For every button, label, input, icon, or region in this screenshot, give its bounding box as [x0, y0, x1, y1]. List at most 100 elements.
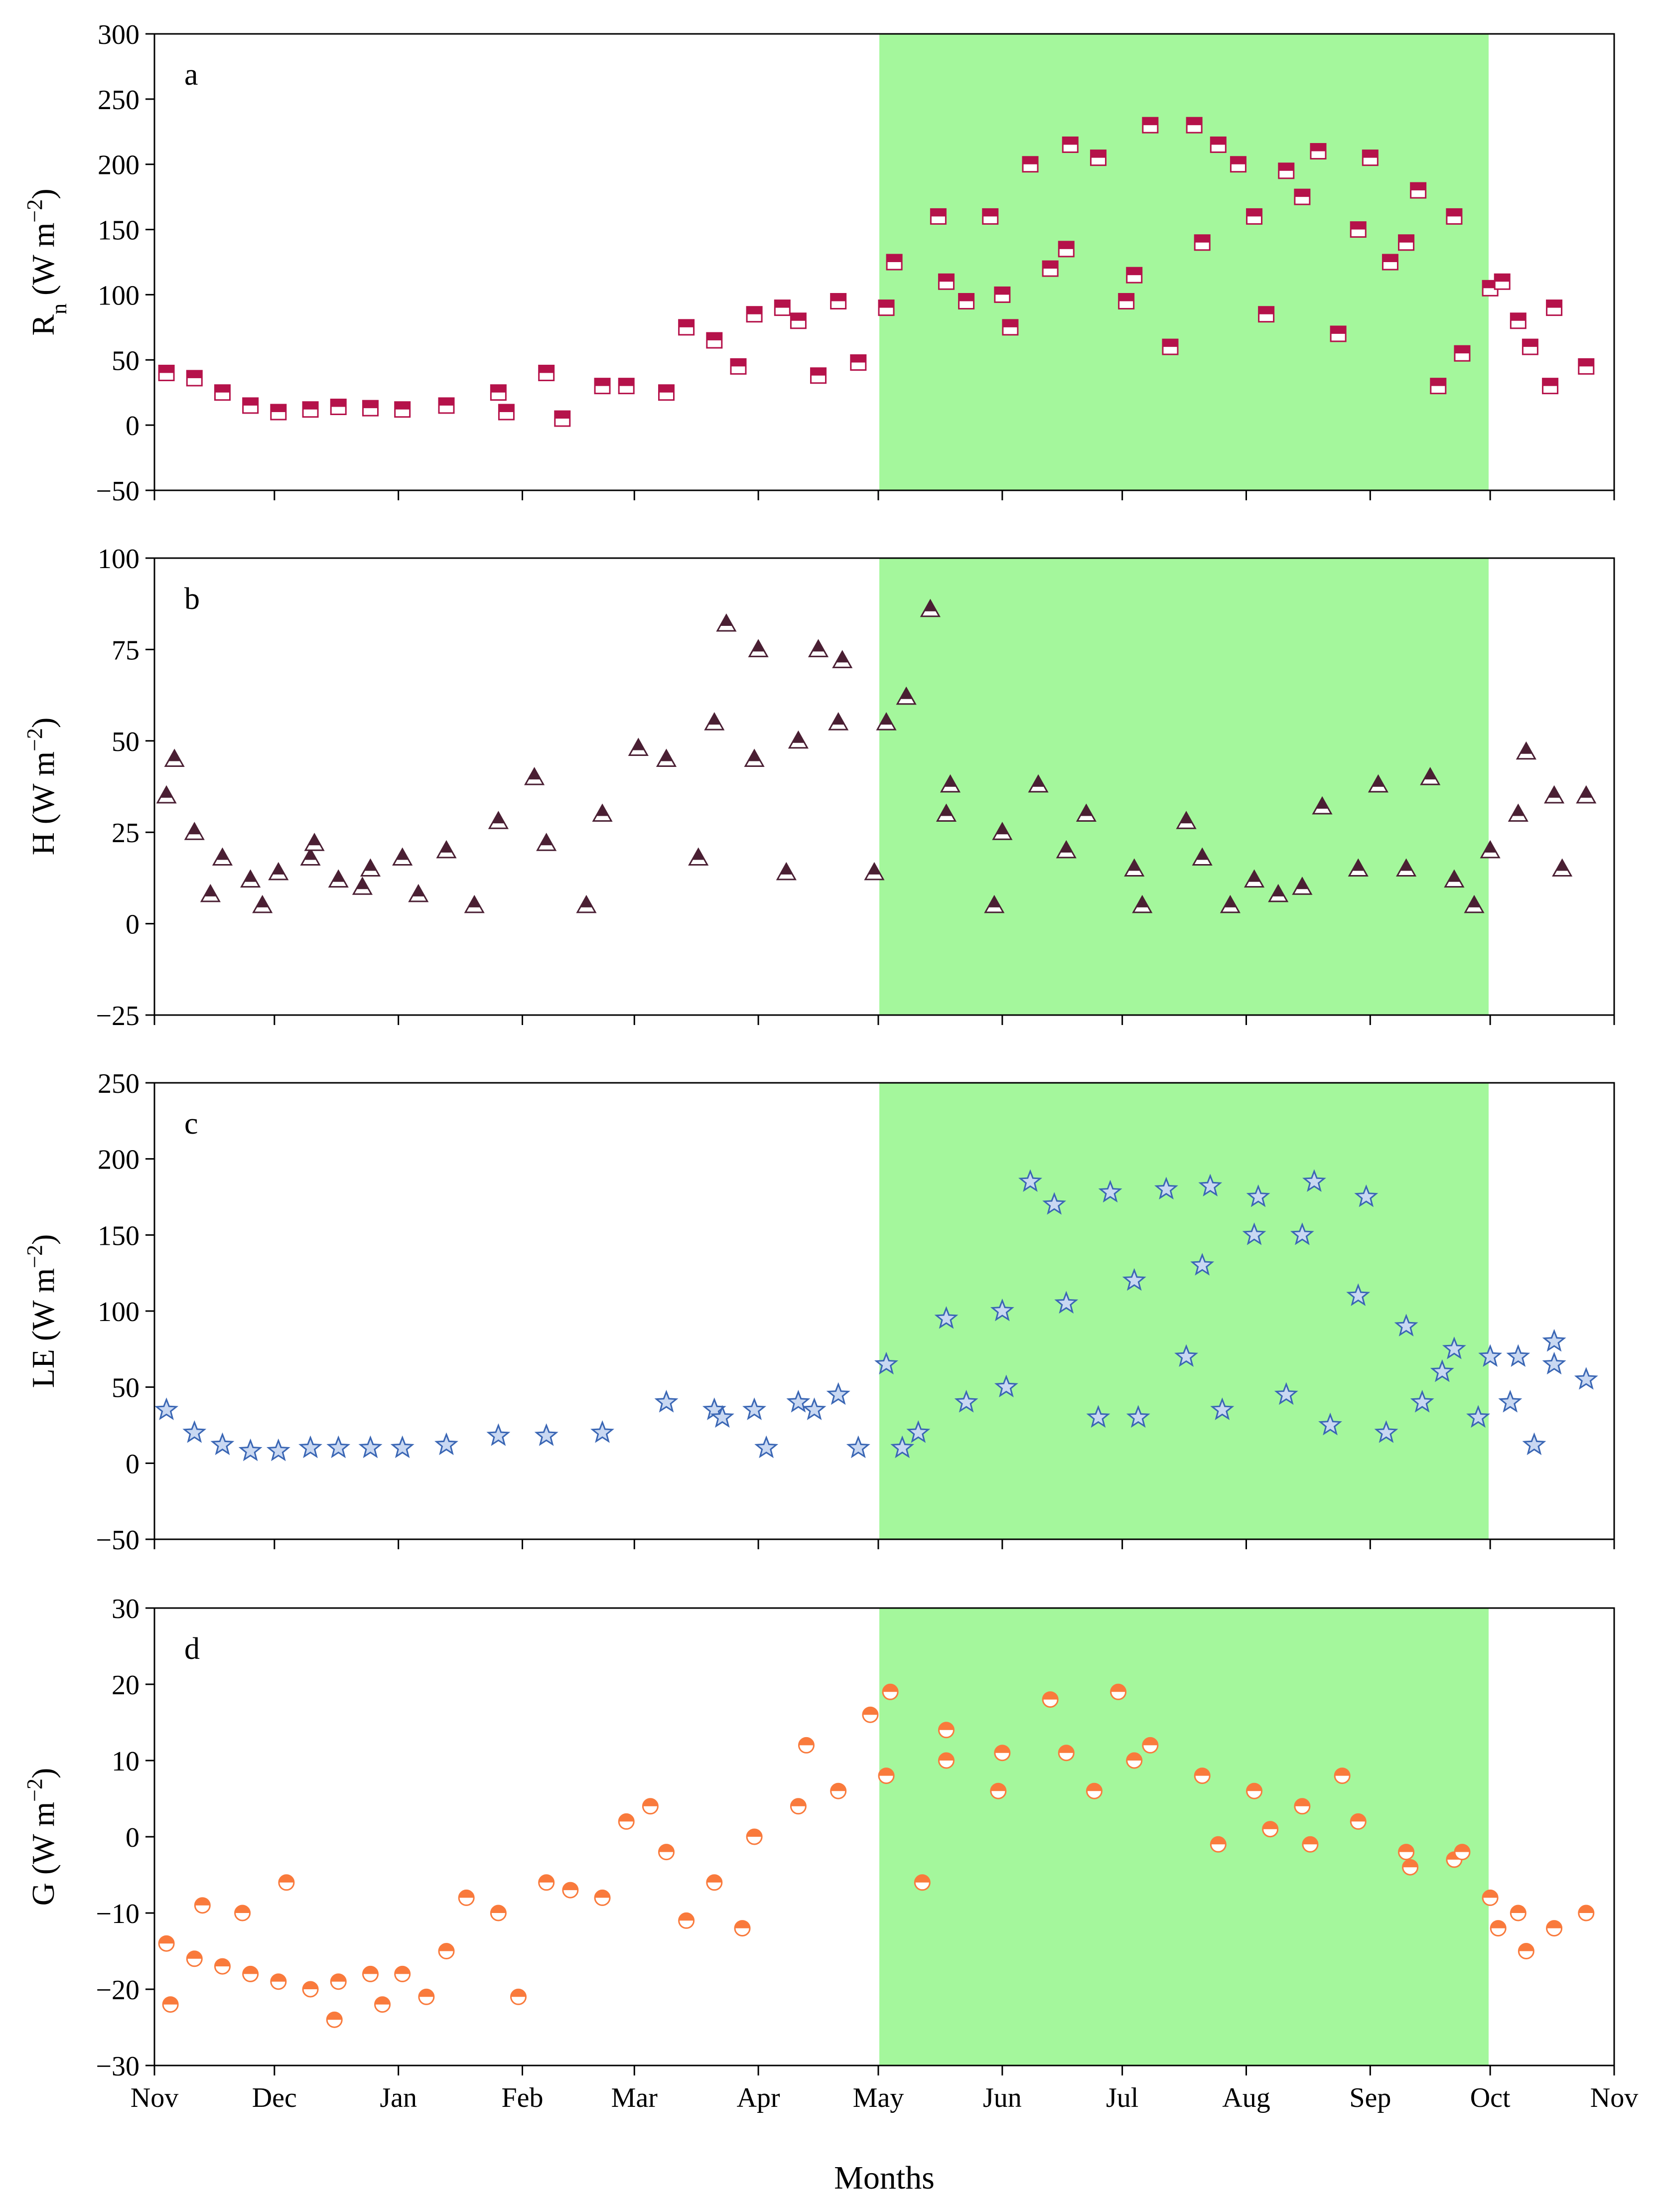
data-point-Rn-scatter	[1542, 378, 1559, 395]
data-point-H-scatter	[920, 598, 941, 617]
data-point-LE	[1478, 1344, 1503, 1367]
data-point-H	[1444, 869, 1465, 888]
data-point-G-scatter	[1262, 1821, 1279, 1838]
data-point-G	[186, 1950, 203, 1967]
data-point-LE-scatter	[1498, 1390, 1523, 1413]
data-point-Rn-scatter	[982, 208, 999, 225]
data-point-LE-scatter	[1318, 1412, 1342, 1436]
data-point-H	[1124, 858, 1145, 877]
data-point-H-scatter	[1464, 894, 1485, 913]
panel-d: −30 −20 −10 0 10 20 30 d G (W m−2)	[22, 1594, 1615, 2082]
data-point-LE	[1346, 1283, 1371, 1306]
y-tick-label: 75	[112, 635, 139, 666]
panel-a-frame	[153, 33, 1615, 491]
data-point-H	[1056, 840, 1077, 859]
data-point-G	[1398, 1844, 1415, 1861]
data-point-LE	[434, 1432, 458, 1456]
data-point-LE-scatter	[1154, 1177, 1178, 1200]
data-point-Rn-scatter	[886, 254, 903, 271]
data-point-H	[1244, 869, 1265, 888]
data-point-H	[268, 862, 289, 881]
data-point-Rn-scatter	[1330, 325, 1347, 342]
data-point-Rn	[746, 306, 763, 323]
data-point-Rn-scatter	[1430, 378, 1447, 395]
y-tick-label: −30	[96, 2051, 139, 2082]
data-point-LE-scatter	[1098, 1180, 1122, 1203]
data-point-LE-scatter	[1210, 1397, 1235, 1420]
data-point-G	[302, 1981, 319, 1998]
data-point-LE	[1574, 1367, 1598, 1390]
data-point-H-scatter	[984, 894, 1005, 913]
data-point-G-scatter	[678, 1912, 695, 1929]
data-point-Rn	[1294, 188, 1311, 205]
data-point-G	[394, 1965, 411, 1982]
data-point-G	[330, 1973, 347, 1990]
data-point-Rn	[538, 364, 555, 381]
data-point-G	[270, 1973, 287, 1990]
data-point-G	[1194, 1768, 1211, 1784]
y-tick-label: 250	[98, 85, 139, 116]
data-point-G-scatter	[990, 1782, 1007, 1799]
data-point-G	[538, 1874, 555, 1891]
data-point-H-scatter	[1176, 811, 1197, 829]
data-point-LE	[1242, 1222, 1266, 1245]
data-point-Rn-scatter	[1022, 156, 1039, 173]
data-point-LE-scatter	[1042, 1192, 1067, 1215]
data-point-H	[1348, 858, 1369, 877]
data-point-Rn	[706, 332, 723, 349]
panel-b-x-ticks	[153, 1015, 1615, 1025]
data-point-LE	[326, 1435, 351, 1459]
data-point-Rn	[1246, 208, 1263, 225]
data-point-LE	[298, 1435, 322, 1459]
data-point-Rn-scatter	[1310, 143, 1327, 160]
data-point-LE-scatter	[1302, 1169, 1326, 1192]
y-tick-label: 0	[126, 411, 139, 442]
data-point-LE	[934, 1306, 959, 1329]
data-point-H-scatter	[164, 748, 185, 767]
data-point-H	[360, 858, 381, 877]
panel-c-x-ticks	[153, 1539, 1615, 1549]
data-point-G	[1578, 1905, 1595, 1921]
data-point-G	[1246, 1782, 1263, 1799]
data-point-H-scatter	[688, 847, 709, 866]
data-point-Rn-scatter	[1186, 117, 1203, 134]
data-point-Rn-scatter	[1142, 117, 1159, 134]
y-tick-label: 50	[112, 1373, 139, 1404]
month-label: Jul	[1106, 2082, 1138, 2113]
data-point-G	[994, 1745, 1011, 1762]
data-point-Rn-scatter	[1522, 338, 1538, 355]
y-tick-label: 250	[98, 1068, 139, 1099]
data-point-Rn-scatter	[774, 299, 791, 316]
data-point-G	[878, 1768, 895, 1784]
panel-d-y-ticks: −30 −20 −10 0 10 20 30	[96, 1594, 154, 2082]
data-point-Rn	[994, 286, 1011, 303]
data-point-G	[158, 1935, 175, 1952]
data-point-Rn-scatter	[554, 410, 571, 427]
data-point-G-scatter	[418, 1988, 435, 2005]
panel-a: −50 0 50 100 150 200 250 300 a Rn (W m−2)	[22, 19, 1615, 507]
data-point-G	[490, 1905, 507, 1921]
data-point-LE-scatter	[1354, 1184, 1379, 1207]
data-point-LE-scatter	[1430, 1359, 1454, 1382]
panel-b-shade	[879, 558, 1489, 1015]
data-point-Rn	[830, 293, 847, 310]
data-point-H	[1192, 847, 1213, 866]
data-point-G-scatter	[914, 1874, 931, 1891]
data-point-Rn-scatter	[1410, 182, 1427, 199]
data-point-Rn-scatter	[958, 293, 975, 310]
panel-b-y-ticks: −25 0 25 50 75 100	[96, 544, 154, 1032]
data-point-LE-scatter	[1274, 1382, 1298, 1405]
data-point-LE	[1506, 1344, 1530, 1367]
data-point-Rn	[1446, 208, 1463, 225]
data-point-LE	[1122, 1268, 1146, 1291]
data-point-H-scatter	[352, 877, 373, 895]
data-point-LE-scatter	[802, 1397, 827, 1420]
data-point-LE	[238, 1438, 263, 1462]
data-point-Rn	[438, 397, 455, 414]
x-axis-month-labels: Nov Dec Jan Feb Mar Apr May Jun Jul Aug Sep Oct Nov	[131, 2082, 1638, 2113]
data-point-Rn-scatter	[678, 319, 695, 336]
data-point-LE	[486, 1423, 511, 1446]
data-point-G-scatter	[862, 1706, 879, 1723]
data-point-H-scatter	[1420, 767, 1441, 785]
data-point-LE	[590, 1420, 614, 1443]
